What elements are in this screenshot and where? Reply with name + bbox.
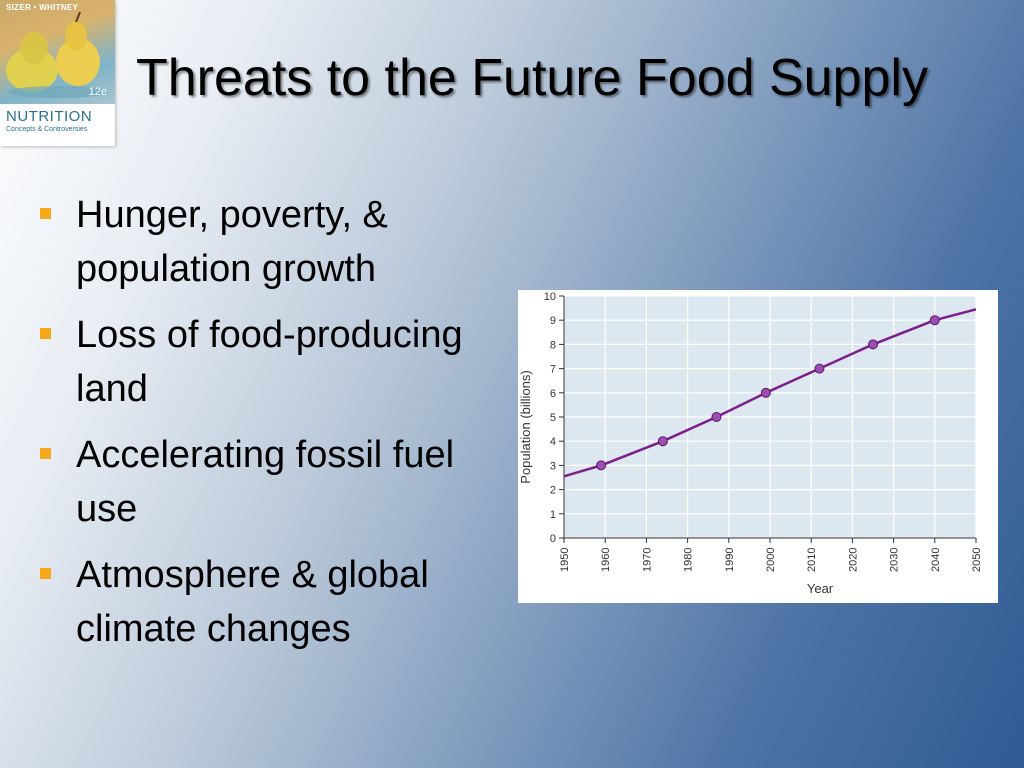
bullet-item: Hunger, poverty, & population growth bbox=[40, 188, 480, 296]
bullet-text: Loss of food-producing land bbox=[76, 314, 463, 410]
cover-artwork bbox=[0, 0, 115, 104]
x-tick-label: 2020 bbox=[847, 548, 859, 572]
y-tick-label: 6 bbox=[550, 388, 556, 400]
slide-title: Threats to the Future Food Supply bbox=[136, 49, 928, 107]
y-tick-label: 0 bbox=[550, 533, 556, 545]
x-tick-label: 2030 bbox=[889, 548, 901, 572]
chart-svg: 0 1 2 3 4 5 6 7 8 9 10 1950 1960 1970 1980 1990 2000 2010… bbox=[518, 291, 983, 596]
y-tick-label: 2 bbox=[550, 485, 556, 497]
data-point bbox=[929, 315, 940, 326]
x-tick-label: 2010 bbox=[806, 548, 818, 572]
x-tick-label: 2050 bbox=[971, 548, 983, 572]
data-point bbox=[596, 460, 607, 471]
cover-title: NUTRITION bbox=[6, 108, 93, 125]
bullet-item: Atmosphere & global climate changes bbox=[40, 548, 480, 656]
y-tick-label: 10 bbox=[544, 291, 556, 303]
x-axis-title: Year bbox=[807, 581, 834, 596]
bullet-square-icon bbox=[40, 568, 51, 579]
y-tick-label: 7 bbox=[550, 364, 556, 376]
bullet-square-icon bbox=[40, 328, 51, 339]
x-tick-label: 1970 bbox=[641, 548, 653, 572]
bullet-list: Hunger, poverty, & population growth Los… bbox=[40, 188, 480, 668]
y-tick-label: 3 bbox=[550, 460, 556, 472]
cover-authors: SIZER • WHITNEY bbox=[6, 3, 79, 12]
bullet-text: Atmosphere & global climate changes bbox=[76, 554, 429, 650]
cover-subtitle: Concepts & Controversies bbox=[6, 126, 88, 133]
data-point bbox=[814, 363, 825, 374]
y-tick-label: 4 bbox=[550, 436, 556, 448]
book-cover: SIZER • WHITNEY 12e NUTRITION Concepts &… bbox=[0, 0, 115, 146]
bullet-square-icon bbox=[40, 448, 51, 459]
data-point bbox=[760, 387, 771, 398]
data-point bbox=[711, 412, 722, 422]
cover-edition: 12e bbox=[88, 86, 107, 98]
bullet-item: Accelerating fossil fuel use bbox=[40, 428, 480, 536]
x-tick-label: 2000 bbox=[765, 548, 777, 572]
bullet-item: Loss of food-producing land bbox=[40, 308, 480, 416]
pears-illustration bbox=[6, 11, 108, 98]
x-tick-label: 1990 bbox=[724, 548, 736, 572]
y-tick-label: 1 bbox=[550, 509, 556, 521]
bullet-square-icon bbox=[40, 208, 51, 219]
y-tick-label: 8 bbox=[550, 339, 556, 351]
data-point bbox=[868, 339, 878, 350]
population-chart: 0 1 2 3 4 5 6 7 8 9 10 1950 1960 1970 1980 1990 2000 2010… bbox=[518, 290, 998, 603]
y-axis-title: Population (billions) bbox=[518, 370, 533, 483]
x-tick-label: 1950 bbox=[559, 548, 571, 572]
x-tick-label: 1960 bbox=[600, 548, 612, 572]
x-tick-label: 1980 bbox=[683, 548, 695, 572]
bullet-text: Hunger, poverty, & population growth bbox=[76, 194, 388, 290]
data-point bbox=[657, 436, 668, 447]
bullet-text: Accelerating fossil fuel use bbox=[76, 434, 455, 530]
x-tick-label: 2040 bbox=[930, 548, 942, 572]
y-tick-label: 9 bbox=[550, 315, 556, 327]
y-tick-label: 5 bbox=[550, 412, 556, 424]
